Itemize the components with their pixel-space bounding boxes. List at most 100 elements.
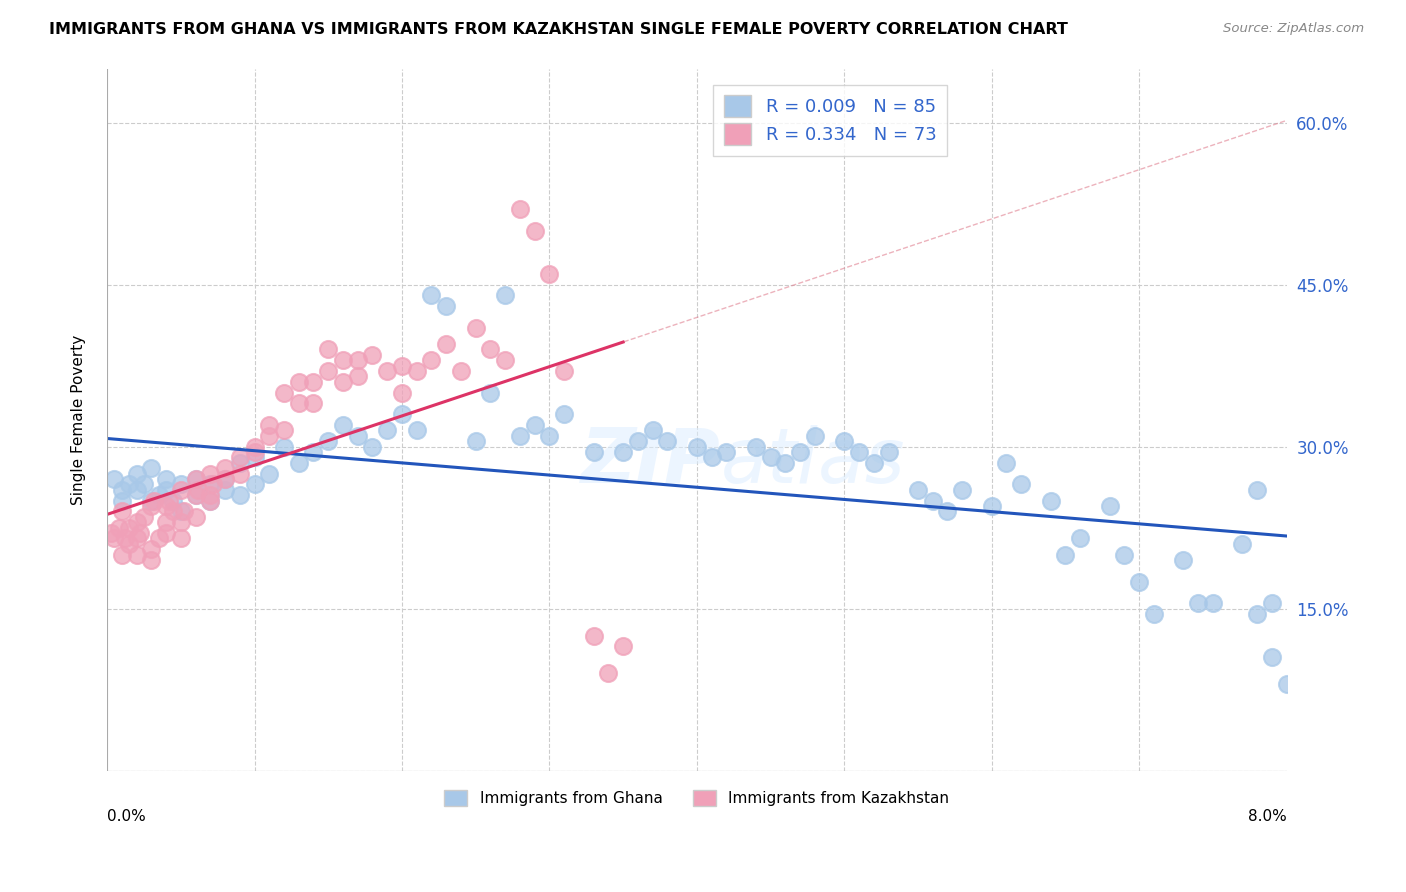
Point xyxy=(302,445,325,459)
Point xyxy=(125,483,148,497)
Point xyxy=(103,532,125,546)
Point xyxy=(273,385,295,400)
Point xyxy=(375,364,398,378)
Point xyxy=(1261,650,1284,665)
Point xyxy=(1010,477,1032,491)
Point xyxy=(118,521,141,535)
Point xyxy=(1143,607,1166,621)
Y-axis label: Single Female Poverty: Single Female Poverty xyxy=(72,334,86,505)
Point xyxy=(273,440,295,454)
Point xyxy=(141,461,163,475)
Point xyxy=(125,548,148,562)
Point xyxy=(361,348,384,362)
Point xyxy=(641,424,664,438)
Point xyxy=(132,477,155,491)
Point xyxy=(391,407,413,421)
Point xyxy=(420,353,443,368)
Point xyxy=(170,483,193,497)
Point xyxy=(1054,548,1077,562)
Point xyxy=(582,445,605,459)
Point xyxy=(287,375,309,389)
Point xyxy=(229,450,252,465)
Point xyxy=(302,375,325,389)
Point xyxy=(1069,532,1091,546)
Point xyxy=(100,526,122,541)
Point xyxy=(200,467,222,481)
Point xyxy=(184,488,207,502)
Point xyxy=(789,445,811,459)
Point xyxy=(523,417,546,432)
Point xyxy=(862,456,884,470)
Point xyxy=(200,493,222,508)
Point xyxy=(125,515,148,529)
Point xyxy=(173,504,195,518)
Point xyxy=(877,445,900,459)
Point xyxy=(125,467,148,481)
Point xyxy=(103,472,125,486)
Point xyxy=(170,532,193,546)
Point xyxy=(657,434,679,449)
Point xyxy=(187,483,209,497)
Point xyxy=(148,488,170,502)
Point xyxy=(259,429,281,443)
Text: IMMIGRANTS FROM GHANA VS IMMIGRANTS FROM KAZAKHSTAN SINGLE FEMALE POVERTY CORREL: IMMIGRANTS FROM GHANA VS IMMIGRANTS FROM… xyxy=(49,22,1069,37)
Point xyxy=(141,499,163,513)
Point xyxy=(509,429,531,443)
Point xyxy=(184,472,207,486)
Point xyxy=(612,640,634,654)
Point xyxy=(553,364,575,378)
Point xyxy=(538,267,561,281)
Point xyxy=(479,385,502,400)
Point xyxy=(375,424,398,438)
Point xyxy=(582,629,605,643)
Point xyxy=(155,499,177,513)
Point xyxy=(745,440,768,454)
Point xyxy=(229,467,252,481)
Point xyxy=(128,526,150,541)
Point xyxy=(316,364,339,378)
Point xyxy=(111,483,134,497)
Point xyxy=(775,456,797,470)
Point xyxy=(316,343,339,357)
Text: 0.0%: 0.0% xyxy=(107,809,146,824)
Point xyxy=(118,537,141,551)
Point xyxy=(346,353,368,368)
Point xyxy=(118,477,141,491)
Point xyxy=(832,434,855,449)
Point xyxy=(170,477,193,491)
Point xyxy=(759,450,782,465)
Point xyxy=(108,521,131,535)
Point xyxy=(804,429,827,443)
Point xyxy=(155,515,177,529)
Point xyxy=(200,488,222,502)
Point xyxy=(157,493,180,508)
Point xyxy=(716,445,738,459)
Text: atlas: atlas xyxy=(720,425,905,499)
Point xyxy=(214,472,236,486)
Point xyxy=(612,445,634,459)
Point xyxy=(464,320,486,334)
Point xyxy=(162,504,184,518)
Point xyxy=(214,461,236,475)
Point xyxy=(170,504,193,518)
Point xyxy=(141,553,163,567)
Point xyxy=(332,375,354,389)
Text: ZIP: ZIP xyxy=(581,425,720,499)
Point xyxy=(125,532,148,546)
Point xyxy=(184,509,207,524)
Point xyxy=(162,493,184,508)
Point xyxy=(184,472,207,486)
Point xyxy=(1275,677,1298,691)
Point xyxy=(243,445,266,459)
Point xyxy=(921,493,943,508)
Point xyxy=(450,364,472,378)
Point xyxy=(361,440,384,454)
Point xyxy=(1232,537,1254,551)
Point xyxy=(132,509,155,524)
Point xyxy=(332,353,354,368)
Text: 8.0%: 8.0% xyxy=(1249,809,1286,824)
Point xyxy=(243,450,266,465)
Point xyxy=(391,359,413,373)
Point xyxy=(479,343,502,357)
Point xyxy=(259,467,281,481)
